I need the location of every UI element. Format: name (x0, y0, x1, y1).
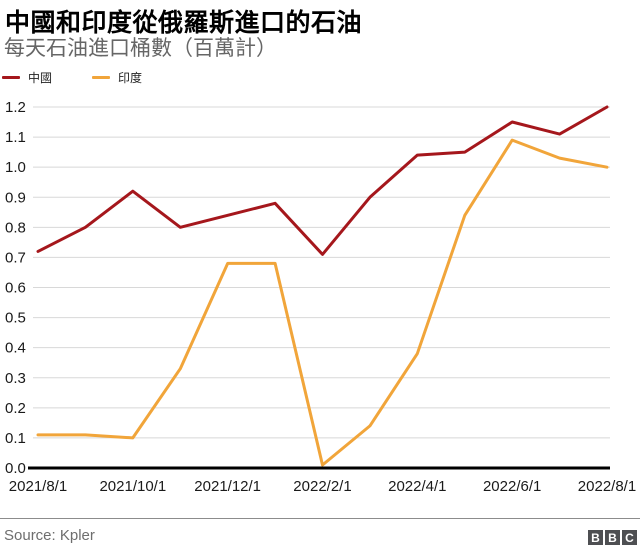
india-line-swatch-icon (92, 76, 111, 79)
x-tick-label: 2022/2/1 (293, 478, 351, 495)
bbc-logo: B B C (588, 530, 637, 545)
y-tick-label: 0.9 (5, 189, 26, 206)
page-title: 中國和印度從俄羅斯進口的石油 (5, 9, 363, 37)
x-tick-label: 2022/6/1 (483, 478, 541, 495)
bbc-logo-block-c: C (622, 530, 637, 545)
y-tick-label: 0.0 (5, 460, 26, 477)
legend: 中國 印度 (2, 69, 142, 86)
footer-divider (0, 518, 640, 519)
legend-label-india: 印度 (118, 71, 143, 85)
series-line-india (36, 138, 609, 467)
x-tick-label: 2021/10/1 (99, 478, 166, 495)
y-tick-label: 1.1 (5, 129, 26, 146)
x-tick-label: 2021/12/1 (194, 478, 261, 495)
legend-item-india: 印度 (92, 69, 142, 86)
line-chart: 0.0 0.1 0.2 0.3 0.4 0.5 0.6 0.7 0.8 0.9 1.0 1.1 1.2 2… (0, 95, 640, 507)
x-tick-label: 2021/8/1 (9, 478, 67, 495)
y-tick-label: 1.0 (5, 159, 26, 176)
y-tick-label: 1.2 (5, 99, 26, 116)
y-tick-label: 0.4 (5, 340, 26, 357)
page-subtitle: 每天石油進口桶數（百萬計） (4, 37, 277, 60)
legend-item-china: 中國 (2, 69, 52, 86)
x-tick-label: 2022/8/1 (578, 478, 636, 495)
y-tick-label: 0.6 (5, 280, 26, 297)
x-tick-label: 2022/4/1 (388, 478, 446, 495)
legend-label-china: 中國 (28, 71, 53, 85)
bbc-logo-block-b1: B (588, 530, 603, 545)
source-credit: Source: Kpler (4, 527, 95, 544)
y-tick-label: 0.3 (5, 370, 26, 387)
series-line-china (36, 105, 609, 256)
y-tick-label: 0.7 (5, 249, 26, 266)
y-tick-label: 0.1 (5, 430, 26, 447)
bbc-logo-block-b2: B (605, 530, 620, 545)
y-tick-label: 0.2 (5, 400, 26, 417)
china-line-swatch-icon (2, 76, 20, 79)
y-tick-label: 0.5 (5, 310, 26, 327)
y-tick-label: 0.8 (5, 219, 26, 236)
line-chart-svg: 0.0 0.1 0.2 0.3 0.4 0.5 0.6 0.7 0.8 0.9 1.0 1.1 1.2 2… (5, 99, 636, 495)
